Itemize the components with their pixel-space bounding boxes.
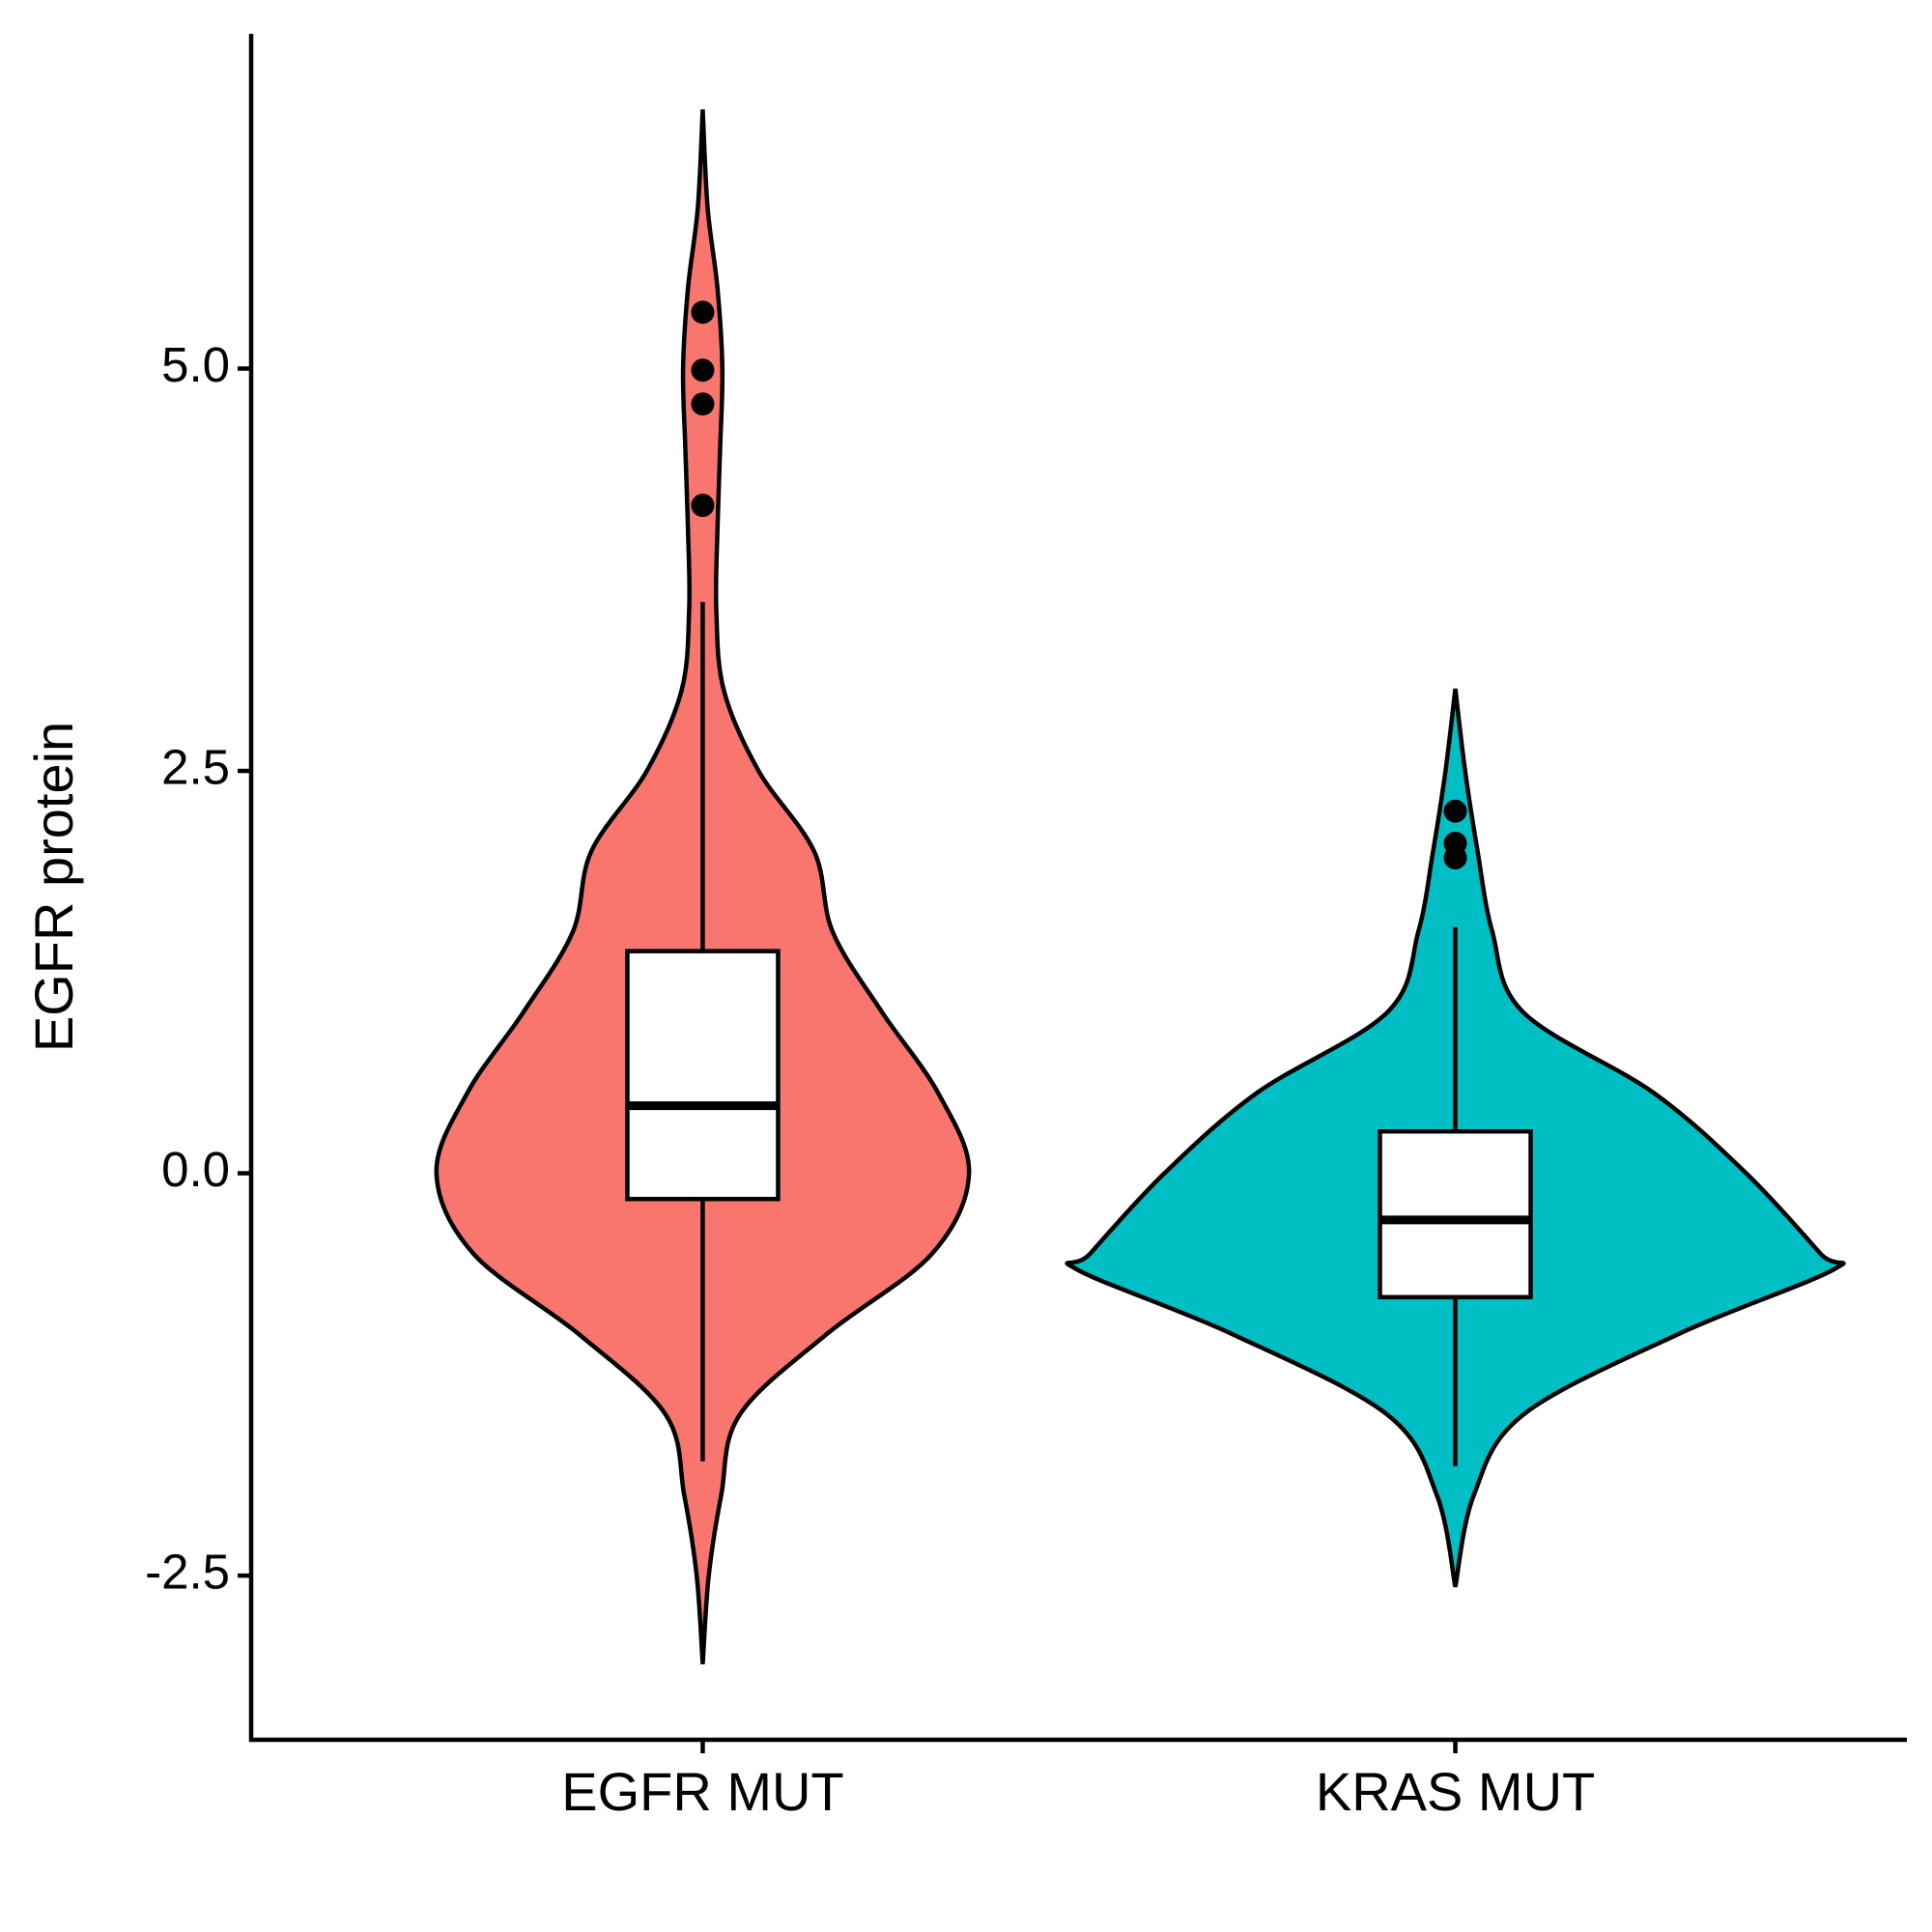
outlier <box>691 358 715 383</box>
outlier <box>691 300 715 325</box>
y-tick-label: 2.5 <box>161 740 230 795</box>
y-tick-label: 5.0 <box>161 337 230 392</box>
outlier <box>1443 799 1467 823</box>
outlier <box>1443 846 1467 870</box>
box <box>625 949 781 1202</box>
x-tick-label: EGFR MUT <box>561 1761 843 1822</box>
y-tick-label: 0.0 <box>161 1142 230 1197</box>
y-tick-label: -2.5 <box>145 1545 230 1600</box>
outlier <box>691 392 715 416</box>
x-tick-label: KRAS MUT <box>1316 1761 1595 1822</box>
y-axis-title: EGFR protein <box>23 722 84 1052</box>
box <box>1378 1128 1533 1300</box>
outlier <box>691 494 715 518</box>
